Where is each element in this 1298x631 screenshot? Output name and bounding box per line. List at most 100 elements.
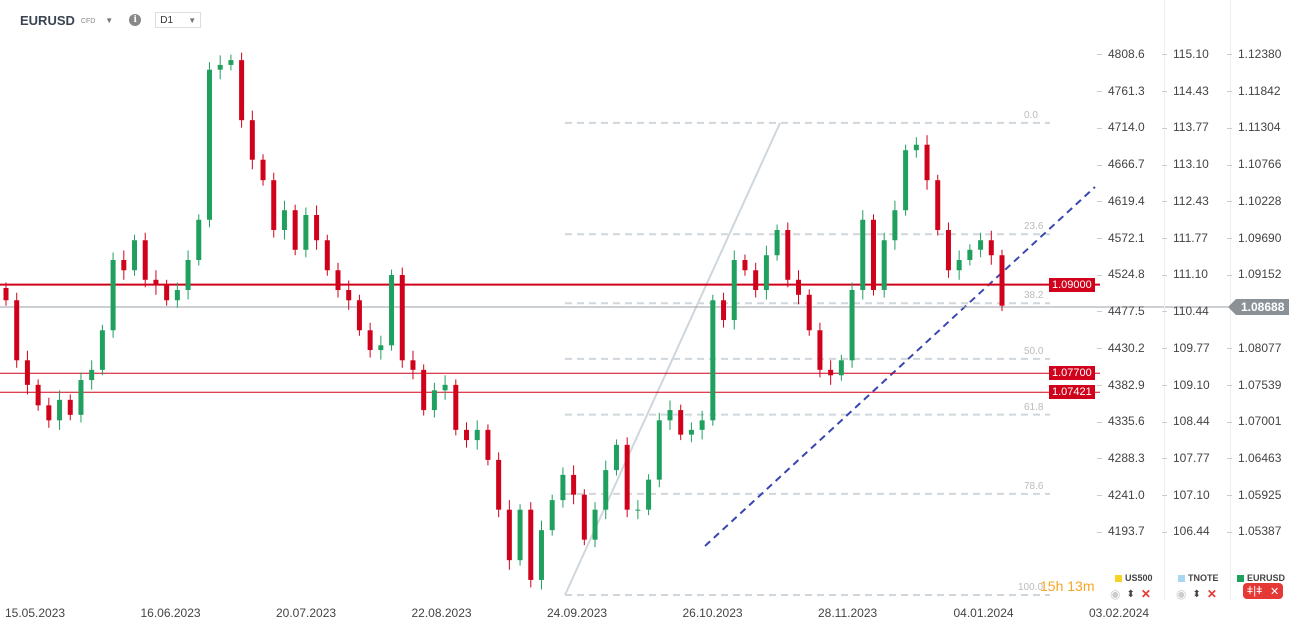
candle — [978, 232, 984, 258]
candle — [999, 249, 1005, 312]
candle-body — [217, 64, 223, 70]
candle-body — [185, 260, 191, 291]
candle-body — [699, 420, 705, 430]
legend-label: EURUSD — [1247, 573, 1286, 583]
candle — [806, 289, 812, 336]
candle — [431, 382, 437, 418]
candle-body — [678, 410, 684, 435]
candle-countdown: 15h 13m — [1040, 578, 1095, 594]
candle — [988, 230, 994, 265]
axis-tick-label: 1.12380 — [1238, 47, 1282, 61]
candle — [592, 502, 598, 548]
candle-body — [849, 290, 855, 361]
candle-body — [24, 360, 30, 385]
candle-body — [753, 270, 759, 291]
candle-body — [838, 360, 844, 376]
candle — [389, 269, 395, 351]
horizontal-levels — [0, 283, 1100, 393]
fib-level-label: 78.6 — [1024, 480, 1044, 492]
candle — [517, 504, 523, 566]
eye-icon[interactable]: ◉ — [1176, 587, 1187, 601]
candle — [335, 262, 341, 298]
candle — [14, 292, 20, 368]
fib-level-label: 38.2 — [1024, 290, 1044, 302]
candle-body — [860, 219, 866, 291]
candle-body — [817, 330, 823, 370]
eye-icon[interactable]: ◉ — [1110, 587, 1121, 601]
fib-level-label: 61.8 — [1024, 401, 1044, 413]
axis-tick-label: 108.44 — [1173, 414, 1210, 429]
candle — [367, 322, 373, 358]
price-level-label[interactable]: 1.07421 — [1049, 385, 1095, 400]
candle — [892, 200, 898, 250]
axis-tick-label: 4241.0 — [1108, 487, 1145, 502]
candle — [763, 245, 769, 300]
price-level-label[interactable]: 1.09000 — [1049, 277, 1095, 292]
close-icon[interactable]: ✕ — [1206, 587, 1217, 601]
candle — [924, 135, 930, 190]
fib-level-label: 0.0 — [1024, 109, 1038, 121]
candle — [399, 267, 405, 368]
close-icon[interactable]: ✕ — [1270, 585, 1280, 598]
candle-body — [281, 210, 287, 230]
candle-body — [474, 429, 480, 441]
candle-body — [517, 509, 523, 561]
candle — [260, 154, 266, 186]
timeframe-value: D1 — [160, 14, 174, 26]
candle-body — [324, 240, 330, 271]
info-icon[interactable]: i — [129, 14, 142, 26]
candle-body — [399, 275, 405, 361]
candle — [410, 350, 416, 380]
reorder-icon[interactable]: ⬍ — [1126, 588, 1135, 600]
candle-body — [132, 240, 138, 271]
candle-style-icon[interactable]: ǂ|ǂ — [1246, 585, 1263, 597]
axis-tick-label: 4335.6 — [1108, 414, 1145, 429]
axis-tick-label: 107.77 — [1173, 451, 1210, 466]
axis-tick-label: 4382.9 — [1108, 377, 1145, 392]
axis-tick-label: 115.10 — [1173, 47, 1209, 61]
timeframe-select[interactable]: D1 ▼ — [155, 12, 202, 28]
candle — [849, 282, 855, 368]
candle — [581, 489, 587, 546]
price-level-label[interactable]: 1.07700 — [1049, 366, 1095, 381]
axis-tick-label: 1.07001 — [1238, 414, 1282, 429]
eurusd-controls: ǂ|ǂ ✕ — [1243, 583, 1283, 599]
reorder-icon[interactable]: ⬍ — [1192, 588, 1201, 600]
tnote-swatch — [1178, 574, 1185, 582]
axis-tick-label: 112.43 — [1173, 193, 1209, 208]
close-icon[interactable]: ✕ — [1140, 587, 1151, 601]
candle-body — [153, 279, 159, 286]
candle-body — [721, 300, 727, 321]
candle — [249, 110, 255, 170]
symbol-name[interactable]: EURUSD — [20, 12, 75, 28]
axis-tick-label: 1.05925 — [1238, 487, 1282, 502]
axis-tick-label: 1.08077 — [1238, 340, 1282, 355]
axis-tick-label: 4430.2 — [1108, 340, 1145, 355]
candle — [142, 232, 148, 288]
candle-body — [346, 290, 352, 301]
axis-tick-label: 1.07539 — [1238, 377, 1282, 392]
candle-body — [442, 384, 448, 391]
candle — [688, 422, 694, 443]
candle — [281, 200, 287, 240]
candle — [646, 474, 652, 516]
candle — [24, 350, 30, 395]
candle-body — [485, 429, 491, 460]
candle-body — [239, 60, 245, 121]
candle — [571, 465, 577, 505]
date-tick-label: 22.08.2023 — [411, 606, 472, 620]
candle — [485, 424, 491, 466]
candle-body — [613, 444, 619, 471]
candle-body — [828, 369, 834, 376]
candle-body — [57, 399, 63, 421]
axis-tick-label: 1.05387 — [1238, 524, 1282, 539]
candle-body — [528, 509, 534, 580]
candle-body — [742, 260, 748, 271]
date-tick-label: 26.10.2023 — [682, 606, 743, 620]
date-tick-label: 16.06.2023 — [140, 606, 201, 620]
legend-us500: US500 — [1115, 573, 1153, 583]
axis-tick-label: 4808.6 — [1108, 47, 1145, 61]
date-tick-label: 28.11.2023 — [818, 606, 878, 620]
symbol-dropdown-icon[interactable]: ▼ — [105, 15, 114, 25]
